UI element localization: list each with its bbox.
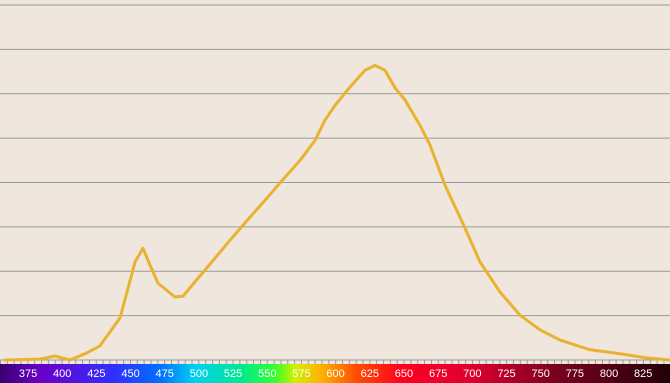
- x-tick-label: 550: [258, 368, 276, 380]
- x-tick-label: 375: [19, 368, 37, 380]
- x-tick-label: 600: [326, 368, 344, 380]
- minor-ticks: [0, 360, 670, 364]
- x-tick-label: 475: [156, 368, 174, 380]
- x-tick-label: 800: [600, 368, 618, 380]
- x-tick-label: 650: [395, 368, 413, 380]
- x-tick-label: 750: [531, 368, 549, 380]
- x-tick-label: 775: [566, 368, 584, 380]
- x-tick-label: 725: [497, 368, 515, 380]
- x-tick-label: 700: [463, 368, 481, 380]
- x-tick-label: 500: [190, 368, 208, 380]
- x-tick-label: 525: [224, 368, 242, 380]
- x-tick-label: 400: [53, 368, 71, 380]
- x-tick-label: 425: [87, 368, 105, 380]
- x-tick-label: 575: [292, 368, 310, 380]
- spectrum-bar: [0, 364, 670, 383]
- x-tick-label: 675: [429, 368, 447, 380]
- x-tick-label: 625: [361, 368, 379, 380]
- x-tick-label: 825: [634, 368, 652, 380]
- series-line: [3, 63, 670, 362]
- x-tick-label: 450: [121, 368, 139, 380]
